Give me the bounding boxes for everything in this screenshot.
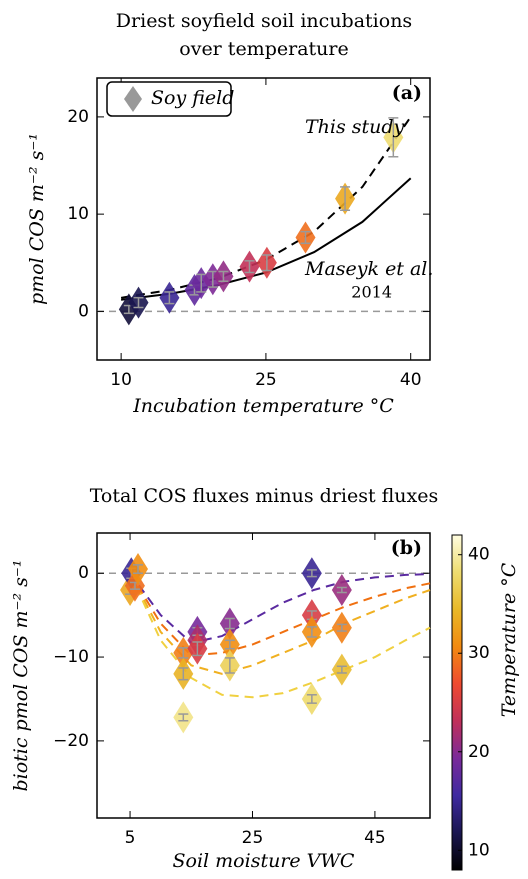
colorbar-tick-label: 30 — [468, 643, 490, 663]
y-axis-label: biotic pmol COS m⁻² s⁻¹ — [10, 559, 32, 791]
error-bar — [300, 230, 311, 245]
error-bar — [196, 273, 207, 293]
legend-box — [106, 81, 232, 117]
x-tick-label: 25 — [242, 828, 264, 848]
error-bar — [336, 623, 347, 632]
fit-line — [129, 572, 431, 657]
x-tick-label: 45 — [364, 828, 386, 848]
error-bar — [207, 270, 218, 288]
chart-title: Total COS fluxes minus driest fluxes — [90, 485, 439, 507]
y-tick-label: −10 — [53, 647, 89, 667]
y-tick-label: 20 — [67, 107, 89, 127]
x-tick-label: 10 — [110, 370, 132, 390]
chart-title: over temperature — [179, 38, 348, 60]
error-bar — [340, 186, 351, 211]
error-bar — [261, 254, 272, 272]
error-bar — [178, 713, 189, 722]
y-tick-label: 0 — [78, 301, 89, 321]
annotation: Maseyk et al. — [304, 258, 433, 280]
error-bar — [306, 626, 317, 638]
panel-label: (b) — [391, 537, 422, 559]
error-bar — [388, 117, 399, 158]
annotation: 2014 — [351, 283, 392, 302]
colorbar-tick-label: 40 — [468, 545, 490, 565]
y-tick-label: 0 — [78, 563, 89, 583]
colorbar-label: Temperature °C — [498, 562, 520, 717]
x-tick-label: 5 — [125, 828, 136, 848]
legend-label: Soy field — [151, 87, 234, 109]
error-bar — [306, 694, 317, 704]
x-tick-label: 40 — [400, 370, 422, 390]
colorbar — [451, 534, 463, 871]
x-axis-label: Incubation temperature °C — [132, 395, 394, 417]
plot-area — [96, 77, 431, 361]
fit-line — [129, 572, 431, 644]
x-axis-label: Soil moisture VWC — [173, 850, 355, 872]
error-bar — [192, 641, 203, 657]
error-bar — [133, 297, 144, 309]
error-bar — [224, 639, 235, 650]
error-bar — [218, 270, 229, 282]
colorbar-tick-label: 10 — [468, 840, 490, 860]
error-bar — [336, 586, 347, 594]
colorbar-tick-label: 20 — [468, 742, 490, 762]
panel-label: (a) — [392, 82, 422, 104]
error-bar — [244, 260, 255, 274]
y-axis-label: pmol COS m⁻² s⁻¹ — [26, 133, 48, 305]
y-tick-label: 10 — [67, 204, 89, 224]
chart-title: Driest soyfield soil incubations — [116, 10, 412, 32]
plot-area — [96, 532, 431, 819]
legend-marker — [124, 86, 142, 112]
y-tick-label: −20 — [53, 731, 89, 751]
error-bar — [336, 665, 347, 674]
error-bar — [164, 291, 175, 305]
fit-line — [129, 572, 431, 699]
error-bar — [224, 657, 235, 674]
annotation: This study — [305, 116, 405, 138]
error-bar — [133, 564, 144, 574]
x-tick-label: 25 — [255, 370, 277, 390]
error-bar — [178, 667, 189, 681]
fit-line — [120, 177, 412, 301]
error-bar — [306, 569, 317, 578]
